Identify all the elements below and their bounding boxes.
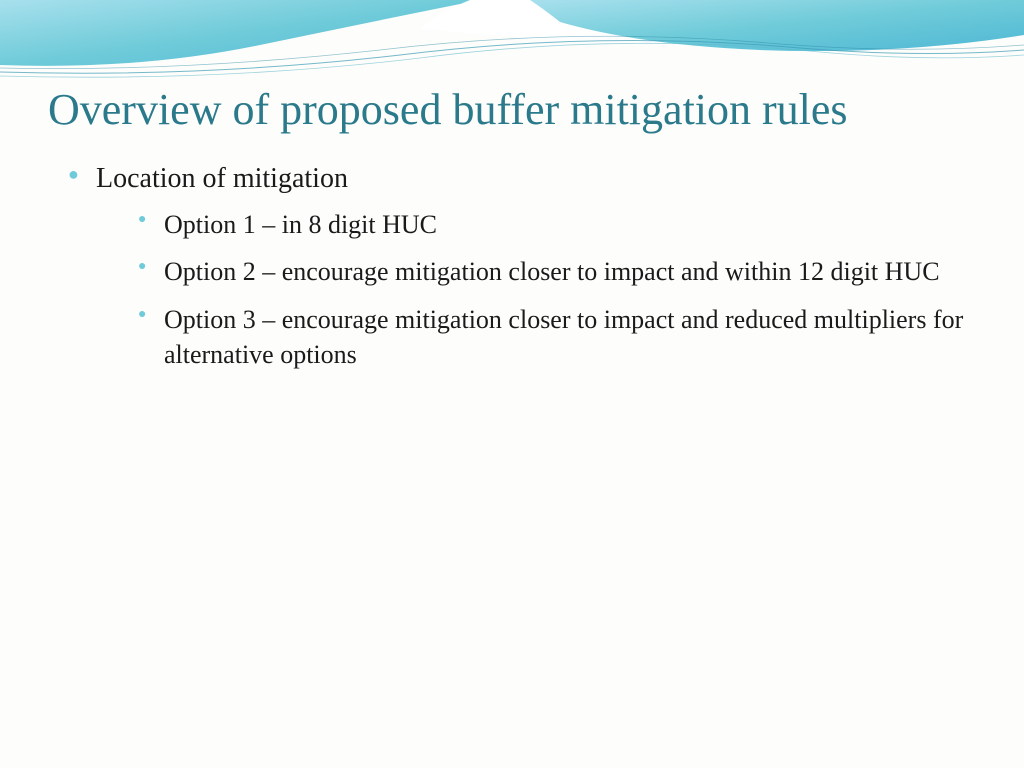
sub-bullet-item: Option 3 – encourage mitigation closer t… [138,302,964,372]
slide-content: Overview of proposed buffer mitigation r… [48,85,964,384]
bullet-list: Location of mitigation Option 1 – in 8 d… [48,160,964,372]
bullet-item: Location of mitigation Option 1 – in 8 d… [68,160,964,372]
sub-bullet-list: Option 1 – in 8 digit HUC Option 2 – enc… [96,207,964,371]
bullet-text: Location of mitigation [96,163,348,194]
slide-title: Overview of proposed buffer mitigation r… [48,85,964,136]
sub-bullet-item: Option 1 – in 8 digit HUC [138,207,964,242]
sub-bullet-item: Option 2 – encourage mitigation closer t… [138,254,964,289]
